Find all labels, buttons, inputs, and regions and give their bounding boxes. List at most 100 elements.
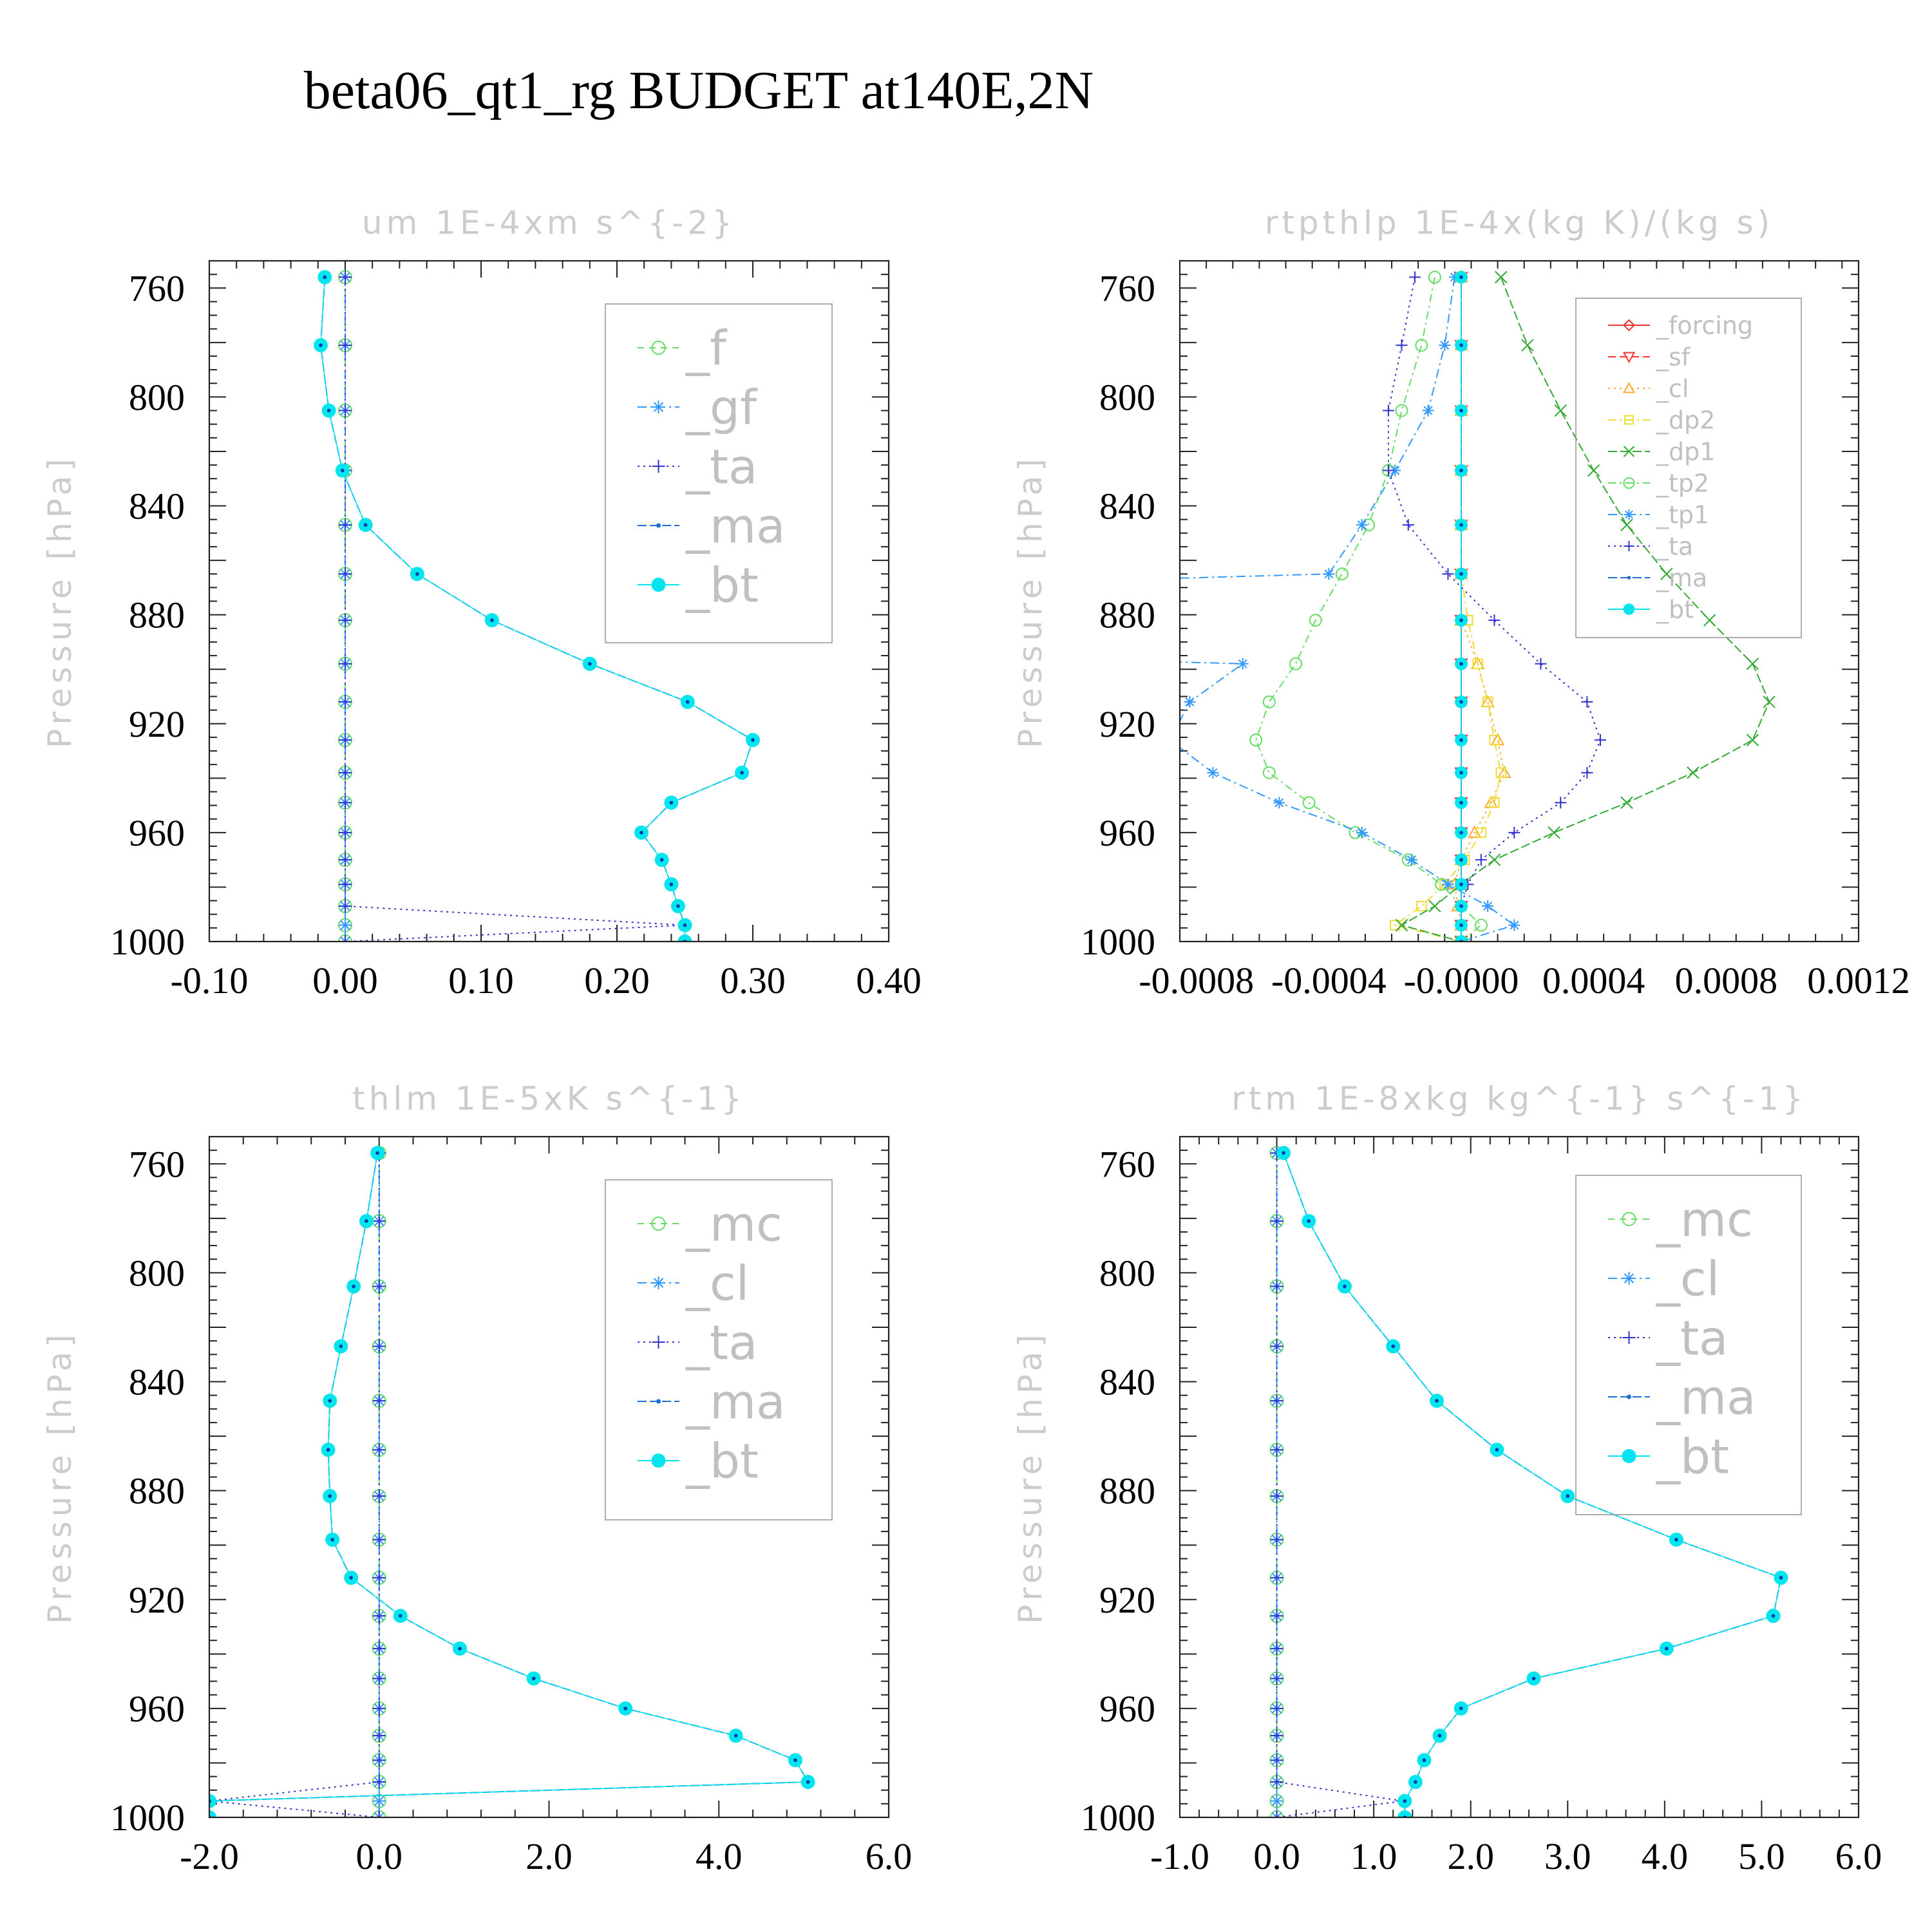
y-tick-label: 960 (129, 1688, 185, 1730)
data-point (1270, 1340, 1283, 1353)
data-point (372, 1794, 386, 1808)
y-tick-label: 840 (129, 1361, 185, 1403)
data-point (685, 700, 690, 704)
panel-2: rtpthlp 1E-4x(kg K)/(kg s) Pressure [hPa]… (1012, 204, 1910, 1001)
y-tick-label: 920 (129, 1579, 185, 1621)
data-point (1448, 271, 1461, 283)
data-point (1548, 826, 1560, 839)
legend-label: _tp1 (1656, 501, 1709, 529)
legend-box (605, 303, 833, 643)
data-point (1475, 854, 1487, 866)
x-tick-label: 0.20 (584, 960, 650, 1001)
data-point (349, 1576, 354, 1580)
data-point (339, 796, 352, 810)
data-point (415, 572, 419, 576)
data-point (372, 1533, 386, 1546)
data-point (1455, 935, 1468, 942)
y-axis-label: Pressure [hPa] (41, 1330, 79, 1624)
legend-marker (1623, 603, 1635, 615)
y-tick-label: 800 (1099, 1252, 1155, 1294)
data-point (339, 339, 352, 352)
legend-label: _mc (1656, 1193, 1753, 1248)
data-point (1207, 766, 1219, 779)
data-point (328, 1494, 332, 1498)
data-point (1459, 523, 1463, 527)
data-point (1459, 882, 1463, 887)
data-point (339, 695, 352, 708)
data-point (659, 858, 664, 862)
data-point (1531, 1676, 1536, 1681)
data-point (1489, 797, 1500, 808)
data-point (1459, 618, 1463, 622)
y-tick-label: 760 (129, 267, 185, 309)
data-point (1535, 658, 1547, 670)
data-point (375, 1151, 379, 1155)
data-point (1459, 904, 1463, 908)
legend-marker (656, 1399, 661, 1404)
legend-marker (1627, 576, 1631, 580)
panel-title: thlm 1E-5xK s^{-1} (352, 1080, 746, 1117)
data-point (1389, 464, 1401, 477)
data-point (1495, 767, 1506, 779)
y-tick-label: 1000 (1081, 1797, 1155, 1839)
data-point (339, 567, 352, 581)
data-point (1307, 1219, 1311, 1223)
data-point (1270, 1533, 1283, 1546)
plot-area (314, 270, 760, 942)
data-point (1382, 404, 1394, 417)
legend-label: _ta (1656, 1311, 1728, 1367)
x-tick-label: 0.0004 (1542, 960, 1645, 1001)
y-tick-label: 800 (129, 376, 185, 418)
legend-label: _bt (685, 1434, 759, 1490)
data-point (1302, 796, 1316, 810)
panel-1: um 1E-4xm s^{-2} Pressure [hPa] 760 800 840 8… (41, 204, 922, 1001)
legend-marker (1627, 1394, 1631, 1399)
legend: _forcing _sf _cl _dp2 _dp1 _tp2 _tp1 _ta _ma _bt (1575, 298, 1802, 638)
legend-marker (1623, 319, 1635, 332)
data-point (1273, 797, 1285, 809)
legend-label: _ma (1656, 1370, 1756, 1426)
legend-marker (1622, 1331, 1636, 1344)
data-point (372, 1672, 386, 1685)
data-point (372, 1280, 386, 1293)
panel-4: rtm 1E-8xkg kg^{-1} s^{-1} Pressure [hPa]… (1012, 1080, 1882, 1877)
x-tick-label: 2.0 (1447, 1835, 1494, 1877)
data-point (740, 771, 744, 775)
data-point (339, 826, 352, 839)
y-tick-label: 800 (129, 1252, 185, 1294)
figure-title: beta06_qt1_rg BUDGET at140E,2N (304, 61, 1094, 120)
data-point (1459, 661, 1463, 666)
data-point (1422, 404, 1434, 417)
data-point (1270, 1215, 1283, 1228)
data-point (1270, 1394, 1283, 1408)
data-point (639, 831, 643, 835)
data-point (1459, 800, 1463, 805)
plot-frame (1179, 260, 1860, 943)
data-point (365, 1219, 368, 1223)
data-point (372, 1642, 386, 1655)
data-point (1270, 1794, 1283, 1808)
data-point (327, 408, 331, 413)
x-tick-label: 6.0 (1835, 1835, 1882, 1877)
data-point (1459, 408, 1463, 413)
legend: _f_gf_ta_ma_bt (605, 303, 833, 643)
x-tick-label: -1.0 (1150, 1835, 1209, 1877)
data-point (339, 1344, 343, 1349)
data-point (319, 343, 323, 347)
y-tick-label: 800 (1099, 376, 1155, 418)
legend-label: _ma (685, 1375, 785, 1430)
data-point (751, 738, 755, 742)
data-point (1282, 1151, 1285, 1155)
legend-marker (1622, 1212, 1636, 1226)
legend-marker (652, 401, 665, 413)
data-point (1403, 1799, 1407, 1803)
data-point (339, 766, 352, 779)
data-point (1459, 343, 1463, 347)
data-point (490, 618, 494, 622)
data-point (793, 1758, 797, 1763)
data-point (398, 1614, 402, 1618)
legend-marker (652, 1276, 665, 1289)
data-point (1270, 1571, 1283, 1584)
data-point (1746, 734, 1759, 746)
